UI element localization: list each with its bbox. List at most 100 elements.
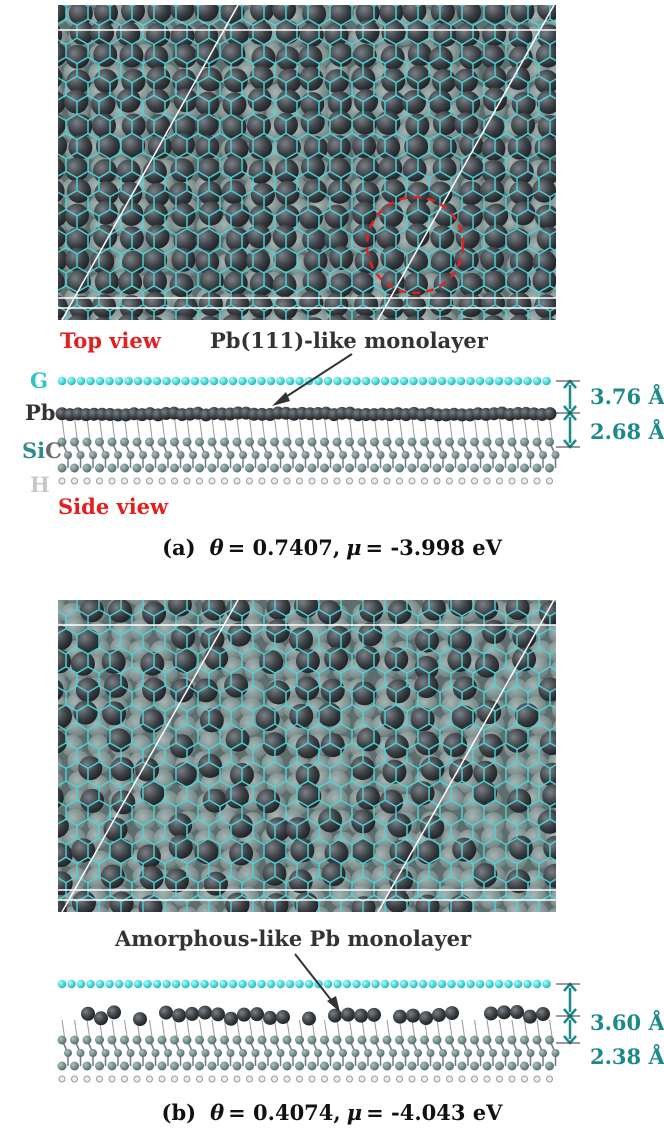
c-atom [414, 451, 422, 459]
c-graphene [343, 377, 352, 386]
si-atom [308, 464, 317, 473]
si-atom [283, 1062, 292, 1071]
si-atom [208, 1062, 217, 1071]
c-graphene [115, 377, 124, 386]
si-atom [245, 1062, 254, 1071]
c-atom [439, 451, 447, 459]
si-atom [320, 1062, 329, 1071]
c-graphene [248, 980, 257, 989]
si-atom [270, 464, 279, 473]
c-atom [389, 1049, 397, 1057]
c-atom [552, 1049, 560, 1057]
c-atom [164, 451, 172, 459]
mu-value: = -4.043 eV [366, 1100, 503, 1125]
c-atom [477, 451, 485, 459]
c-atom [227, 1049, 235, 1057]
substrate-atom [443, 581, 465, 603]
pb-atom [497, 1005, 511, 1019]
si-atom [508, 464, 517, 473]
c-graphene [485, 377, 494, 386]
c-atom [377, 1049, 385, 1057]
c-graphene [58, 980, 67, 989]
si-atom [145, 438, 154, 447]
si-atom [270, 1062, 279, 1071]
si-atom [345, 464, 354, 473]
h-atom [59, 1076, 65, 1082]
si-atom [445, 464, 454, 473]
h-atom [522, 478, 528, 484]
pb-atom [393, 1010, 407, 1024]
c-graphene [162, 377, 171, 386]
si-atom [320, 464, 329, 473]
si-atom [170, 1062, 179, 1071]
si-atom [520, 1062, 529, 1071]
c-atom [489, 1049, 497, 1057]
c-atom [539, 451, 547, 459]
c-graphene [400, 377, 409, 386]
si-atom [195, 1036, 204, 1045]
si-atom [295, 464, 304, 473]
c-graphene [58, 377, 67, 386]
c-atom [364, 1049, 372, 1057]
graphene-grid [58, 600, 556, 912]
h-atom [372, 1076, 378, 1082]
theta: θ [210, 1100, 224, 1125]
c-atom [327, 451, 335, 459]
c-graphene [333, 377, 342, 386]
si-atom [470, 1036, 479, 1045]
h-atom [347, 1076, 353, 1082]
c-atom [89, 451, 97, 459]
c-atom [389, 451, 397, 459]
pb-atom [302, 1012, 316, 1026]
c-graphene [105, 377, 114, 386]
si-atom [383, 1036, 392, 1045]
c-atom [464, 451, 472, 459]
pb-atom [133, 1012, 147, 1026]
pb-atom [367, 1008, 381, 1022]
si-atom [108, 1036, 117, 1045]
c-atom [327, 1049, 335, 1057]
spacing: 3.76 Å [590, 384, 664, 409]
substrate-atom [261, 581, 283, 603]
h-atom [284, 478, 290, 484]
c-graphene [77, 377, 86, 386]
h-atom [447, 478, 453, 484]
si-atom [220, 1036, 229, 1045]
substrate-atom [84, 580, 106, 602]
si-atom [233, 1062, 242, 1071]
h-atom [509, 1076, 515, 1082]
si-atom [333, 1036, 342, 1045]
panel-label: (b) [162, 1100, 197, 1125]
si-atom [358, 1062, 367, 1071]
si-atom [108, 1062, 117, 1071]
h-atom [284, 1076, 290, 1082]
h-atom [209, 478, 215, 484]
c-atom [277, 451, 285, 459]
h-atom [359, 1076, 365, 1082]
c-graphene [533, 980, 542, 989]
c-atom [289, 1049, 297, 1057]
h-atom [297, 478, 303, 484]
c-graphene [419, 377, 428, 386]
caption: (a)θ= 0.7407,μ= -3.998 eV [162, 535, 503, 560]
c-atom [89, 1049, 97, 1057]
si-atom [95, 464, 104, 473]
si-atom [283, 1036, 292, 1045]
c-atom [264, 451, 272, 459]
si-atom [545, 464, 554, 473]
caption: (b)θ= 0.4074,μ= -4.043 eV [162, 1100, 504, 1125]
si-atom [233, 438, 242, 447]
c-atom [239, 1049, 247, 1057]
si-atom [445, 1036, 454, 1045]
c-graphene [381, 377, 390, 386]
c-atom [414, 1049, 422, 1057]
c-graphene [276, 377, 285, 386]
c-atom [189, 1049, 197, 1057]
c-graphene [86, 980, 95, 989]
si-atom [183, 438, 192, 447]
si-atom [358, 464, 367, 473]
c-atom [114, 1049, 122, 1057]
species-sic: SiC [22, 438, 62, 463]
substrate-atom [305, 579, 327, 601]
c-atom [202, 1049, 210, 1057]
